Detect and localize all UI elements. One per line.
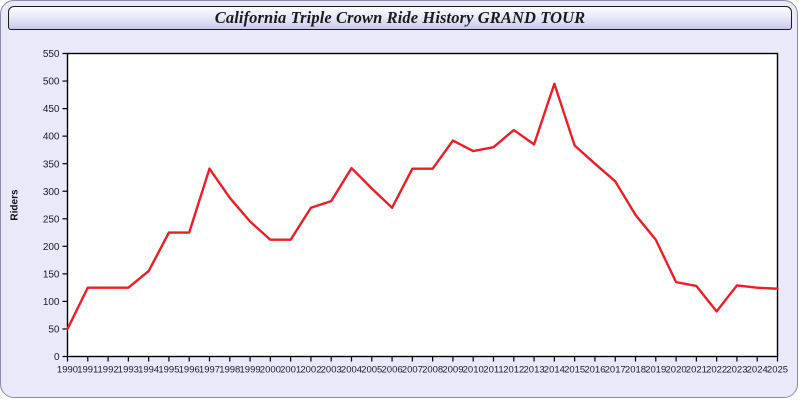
plot-background [67,53,778,357]
y-tick-label: 150 [43,269,60,280]
x-tick-label: 1991 [77,365,98,376]
y-tick-label: 450 [43,104,60,115]
y-axis-title-text: Riders [10,189,21,221]
y-tick-label: 350 [43,159,60,170]
x-tick-label: 2014 [544,365,565,376]
x-tick-label: 2003 [321,365,342,376]
y-axis-title: Riders [10,189,21,221]
x-tick-label: 1995 [158,365,179,376]
x-tick-label: 2004 [341,365,362,376]
x-tick-label: 1998 [219,365,240,376]
x-tick-label: 2008 [422,365,443,376]
x-tick-label: 2010 [463,365,484,376]
plot-canvas [67,53,778,357]
x-tick-label: 1999 [240,365,261,376]
x-tick-label: 2018 [625,365,646,376]
y-axis-ticks: 0 50 100 150 200 250 300 350 400 450 500 550 [43,49,68,363]
x-tick-label: 1990 [57,365,78,376]
x-tick-label: 2007 [402,365,423,376]
x-tick-label: 1994 [138,365,159,376]
y-tick-label: 100 [43,297,60,308]
x-axis-ticks: 1990 1991 1992 1993 1994 1995 1996 1997 1998 1999… [57,356,788,376]
x-tick-label: 2009 [442,365,463,376]
x-tick-label: 2011 [483,365,503,376]
y-tick-label: 400 [43,132,60,143]
x-tick-label: 2013 [524,365,545,376]
y-tick-label: 500 [43,77,60,88]
y-tick-label: 0 [54,352,60,363]
x-tick-label: 2016 [584,365,605,376]
x-tick-label: 2015 [564,365,585,376]
x-tick-label: 1997 [199,365,220,376]
y-tick-label: 300 [43,187,60,198]
y-tick-label: 50 [48,325,60,336]
series-line-riders [66,82,779,331]
x-tick-label: 1993 [118,365,139,376]
x-tick-label: 2002 [300,365,321,376]
x-tick-label: 2017 [605,365,626,376]
x-tick-label: 2021 [686,365,707,376]
x-tick-label: 2025 [767,365,788,376]
y-tick-label: 250 [43,214,60,225]
plot-area: 0 50 100 150 200 250 300 350 400 450 500 550 1990 19… [1,35,797,397]
x-tick-label: 2024 [747,365,768,376]
x-tick-label: 2001 [280,365,301,376]
x-tick-label: 2023 [726,365,747,376]
chart-title-bar: California Triple Crown Ride History GRA… [8,6,792,30]
x-tick-label: 2020 [666,365,687,376]
page-title: California Triple Crown Ride History GRA… [214,8,586,27]
plot-frame [66,52,779,358]
x-tick-label: 2000 [260,365,281,376]
x-tick-label: 2005 [361,365,382,376]
x-tick-label: 2012 [503,365,524,376]
x-tick-label: 2022 [706,365,727,376]
x-tick-label: 2019 [645,365,666,376]
x-tick-label: 1992 [98,365,119,376]
data-series-riders [66,82,779,331]
y-tick-label: 200 [43,242,60,253]
y-tick-label: 550 [43,49,60,60]
x-tick-label: 1996 [179,365,200,376]
plot-border [66,52,779,358]
x-tick-label: 2006 [382,365,403,376]
